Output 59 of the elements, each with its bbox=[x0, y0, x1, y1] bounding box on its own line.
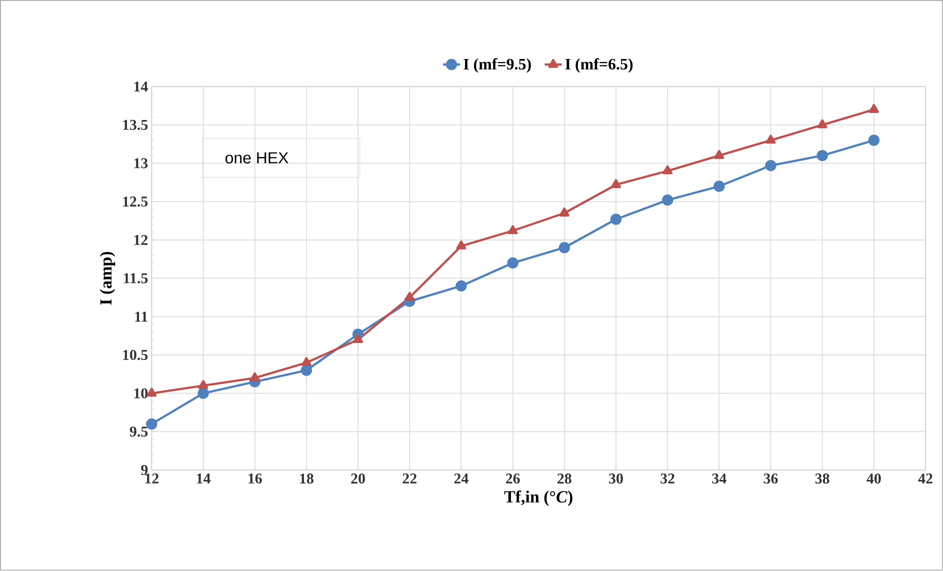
y-axis-title: I (amp) bbox=[100, 252, 116, 305]
point bbox=[765, 160, 776, 172]
annotation: one HEX bbox=[226, 152, 288, 164]
point bbox=[610, 214, 622, 226]
point bbox=[610, 179, 621, 188]
point bbox=[868, 134, 880, 146]
x-tick-label: 32 bbox=[660, 474, 674, 484]
point bbox=[146, 418, 158, 430]
y-tick-label: 12 bbox=[134, 235, 148, 246]
point bbox=[404, 292, 415, 302]
x-tick-label: 30 bbox=[609, 474, 623, 484]
y-tick-label: 13.5 bbox=[123, 120, 148, 130]
y-tick-label: 13 bbox=[134, 158, 148, 168]
x-tick-label: 22 bbox=[402, 474, 416, 484]
x-tick-label: 24 bbox=[454, 474, 468, 484]
point bbox=[714, 150, 724, 160]
point bbox=[300, 364, 312, 376]
point bbox=[456, 240, 466, 250]
y-tick-label: 12.5 bbox=[123, 196, 148, 207]
point bbox=[817, 120, 828, 128]
point bbox=[198, 380, 208, 390]
y-tick-label: 9 bbox=[141, 465, 148, 476]
point bbox=[766, 134, 776, 144]
point bbox=[353, 334, 364, 344]
point bbox=[868, 104, 879, 114]
y-tick-label: 11.5 bbox=[124, 273, 148, 284]
legend-label: I (mf=6.5) bbox=[565, 58, 633, 73]
point bbox=[714, 180, 725, 192]
x-tick-label: 12 bbox=[145, 474, 159, 484]
point bbox=[816, 150, 828, 162]
x-tick-label: 26 bbox=[506, 474, 520, 484]
x-tick-label: 34 bbox=[712, 474, 726, 484]
x-tick-label: 42 bbox=[918, 474, 932, 484]
x-tick-label: 40 bbox=[866, 474, 881, 484]
x-axis-title: Tf,in (°C) bbox=[504, 490, 572, 506]
point bbox=[662, 166, 673, 174]
legend-label: I (mf=9.5) bbox=[464, 58, 531, 73]
y-tick-label: 14 bbox=[134, 82, 148, 92]
x-tick-label: 18 bbox=[300, 474, 314, 484]
point bbox=[198, 388, 209, 400]
point bbox=[250, 372, 260, 382]
point bbox=[301, 357, 312, 366]
point bbox=[662, 194, 674, 206]
point bbox=[146, 388, 157, 397]
y-tick-label: 9.5 bbox=[130, 426, 148, 437]
point bbox=[456, 280, 467, 292]
point bbox=[558, 242, 570, 254]
point bbox=[559, 208, 570, 217]
point bbox=[508, 225, 518, 234]
y-tick-label: 10.5 bbox=[123, 350, 148, 360]
x-tick-label: 14 bbox=[196, 474, 210, 484]
y-tick-label: 11 bbox=[135, 312, 148, 322]
x-tick-label: 36 bbox=[764, 474, 778, 484]
x-tick-label: 20 bbox=[351, 474, 365, 484]
point bbox=[507, 258, 518, 269]
x-tick-label: 28 bbox=[558, 474, 572, 484]
y-tick-label: 10 bbox=[134, 388, 148, 399]
x-tick-label: 16 bbox=[248, 474, 262, 484]
x-tick-label: 38 bbox=[815, 474, 830, 484]
